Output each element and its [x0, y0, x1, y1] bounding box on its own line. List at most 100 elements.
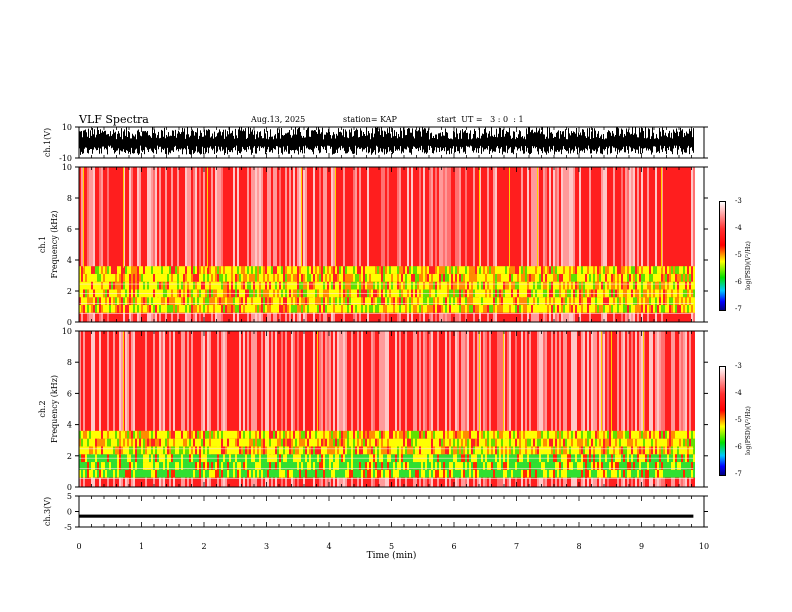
- spec-cell: [291, 266, 293, 274]
- spec-column: [333, 167, 335, 322]
- spec-cell: [345, 469, 347, 478]
- spec-cell: [531, 446, 533, 455]
- spec-cell: [615, 266, 617, 274]
- spec-cell: [625, 266, 627, 274]
- spec-cell: [671, 462, 673, 470]
- spec-cell: [647, 438, 649, 447]
- spec-cell: [551, 469, 553, 478]
- spec-cell: [439, 446, 441, 455]
- spec-column: [363, 167, 365, 322]
- spec-column: [155, 331, 157, 487]
- spec-cell: [317, 304, 319, 313]
- spec-cell: [315, 297, 317, 305]
- spec-cell: [549, 430, 551, 439]
- spec-cell: [85, 281, 87, 290]
- spec-cell: [259, 297, 261, 305]
- spec-cell: [453, 430, 455, 439]
- spec-cell: [241, 430, 243, 439]
- spec-cell: [293, 304, 295, 313]
- spec-cell: [387, 469, 389, 478]
- spec-column: [161, 167, 163, 322]
- spec-column: [155, 167, 157, 322]
- spec-cell: [419, 438, 421, 447]
- spec-column: [441, 331, 443, 487]
- spec-cell: [583, 446, 585, 455]
- spec-cell: [307, 430, 309, 439]
- spec-cell: [303, 273, 305, 282]
- spec-cell: [441, 462, 443, 470]
- spec-cell: [673, 281, 675, 290]
- spec-cell: [377, 297, 379, 305]
- spec-cell: [649, 273, 651, 282]
- spec-cell: [227, 462, 229, 470]
- spec-cell: [677, 297, 679, 305]
- spec-column: [405, 167, 407, 322]
- spec-cell: [89, 273, 91, 282]
- spec-cell: [333, 462, 335, 470]
- spec-column: [459, 167, 461, 322]
- spec-cell: [313, 469, 315, 478]
- spec-cell: [491, 438, 493, 447]
- spec-column: [311, 167, 313, 322]
- spec-cell: [287, 266, 289, 274]
- spec-column: [283, 331, 285, 487]
- spec-cell: [295, 430, 297, 439]
- spec-cell: [365, 281, 367, 290]
- spec-cell: [301, 281, 303, 290]
- spec-cell: [399, 273, 401, 282]
- spec-cell: [655, 430, 657, 439]
- spec-cell: [505, 430, 507, 439]
- spec-cell: [499, 281, 501, 290]
- spec-cell: [341, 446, 343, 455]
- spec-cell: [419, 281, 421, 290]
- spec-cell: [517, 446, 519, 455]
- spec-cell: [547, 273, 549, 282]
- spec-cell: [473, 266, 475, 274]
- spec-column: [137, 167, 139, 322]
- spec-cell: [145, 430, 147, 439]
- spec-column: [457, 331, 459, 487]
- spec-cell: [395, 462, 397, 470]
- spec-cell: [237, 304, 239, 313]
- spec-cell: [641, 462, 643, 470]
- spec-cell: [657, 281, 659, 290]
- spec-cell: [345, 430, 347, 439]
- spec-cell: [155, 430, 157, 439]
- spec-cell: [199, 462, 201, 470]
- spec-cell: [573, 446, 575, 455]
- spec-cell: [99, 266, 101, 274]
- spec-cell: [653, 281, 655, 290]
- spec-cell: [317, 462, 319, 470]
- spec-cell: [317, 297, 319, 305]
- spec-cell: [409, 266, 411, 274]
- spec-cell: [433, 430, 435, 439]
- spec-cell: [419, 266, 421, 274]
- spec-cell: [473, 273, 475, 282]
- spec-cell: [337, 297, 339, 305]
- spec-cell: [255, 297, 257, 305]
- spec-cell: [475, 446, 477, 455]
- spec-cell: [309, 438, 311, 447]
- spec-cell: [691, 438, 693, 447]
- spec-cell: [541, 438, 543, 447]
- spec-cell: [149, 273, 151, 282]
- spec-cell: [293, 462, 295, 470]
- spec-cell: [601, 266, 603, 274]
- spec-cell: [357, 281, 359, 290]
- spec-cell: [509, 446, 511, 455]
- spec-cell: [97, 438, 99, 447]
- spec-cell: [545, 462, 547, 470]
- spec-cell: [137, 446, 139, 455]
- spec-cell: [175, 430, 177, 439]
- spec-cell: [253, 266, 255, 274]
- spec-cell: [645, 430, 647, 439]
- spec-column: [645, 331, 647, 487]
- spec-cell: [357, 430, 359, 439]
- spec-cell: [99, 304, 101, 313]
- spec-cell: [403, 281, 405, 290]
- spec-column: [429, 167, 431, 322]
- spec-cell: [569, 304, 571, 313]
- spec-cell: [563, 273, 565, 282]
- spec-cell: [585, 297, 587, 305]
- spec-cell: [693, 297, 695, 305]
